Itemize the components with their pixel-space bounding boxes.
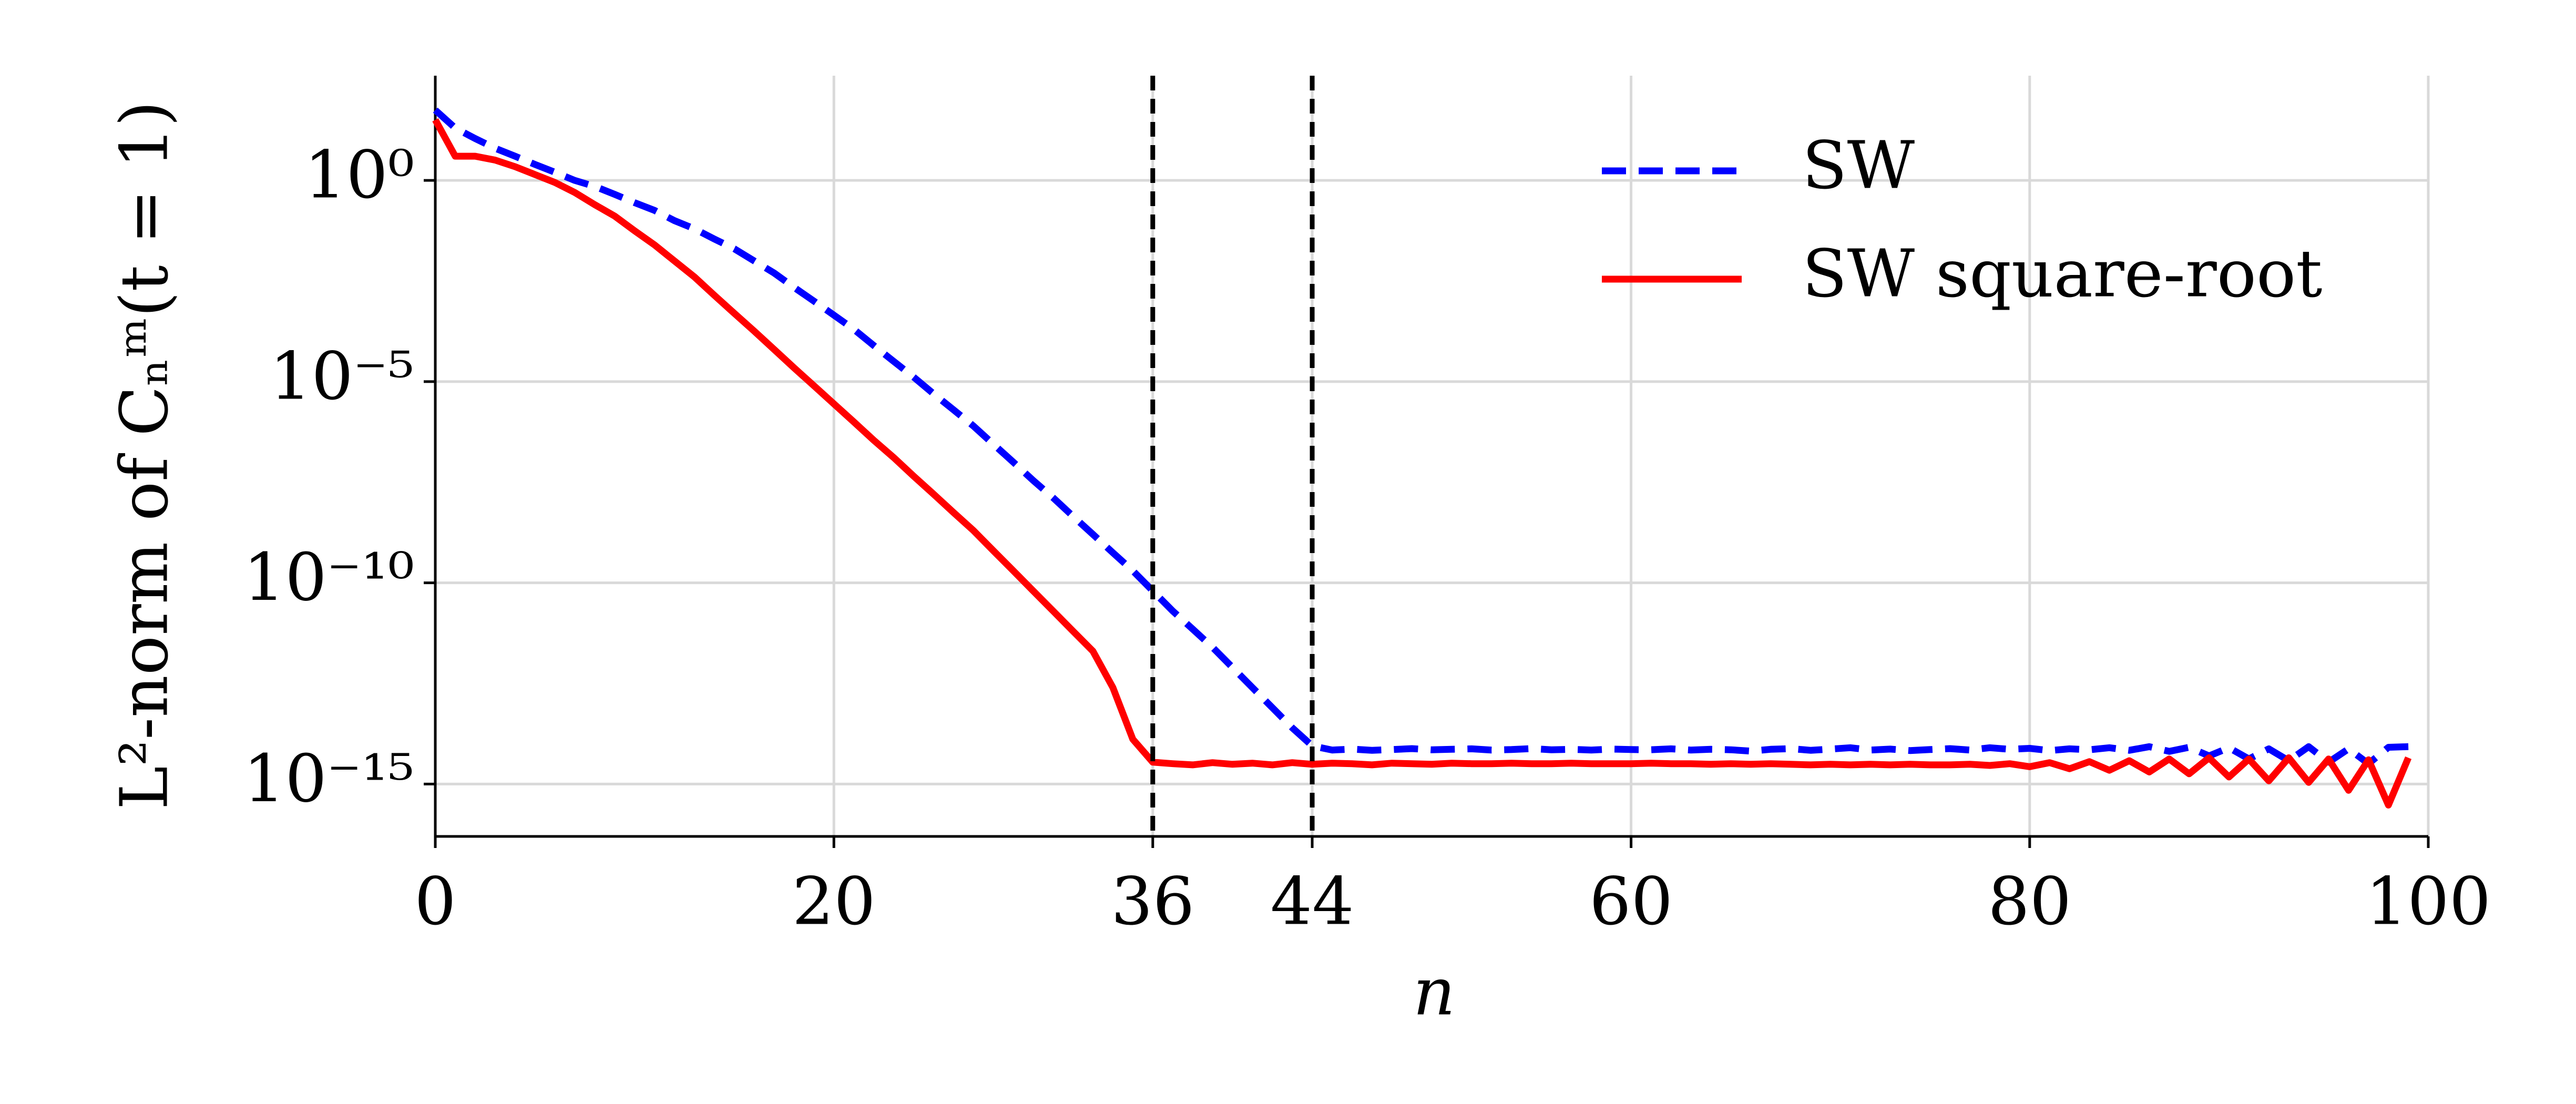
- y-tick-label: 10⁰: [304, 137, 414, 213]
- x-tick-label: 20: [792, 864, 876, 940]
- y-tick-label: 10⁻¹⁰: [243, 539, 414, 616]
- x-tick-label: 44: [1271, 864, 1354, 940]
- x-tick-label: 80: [1988, 864, 2071, 940]
- y-tick-label: 10⁻⁵: [270, 338, 414, 414]
- x-axis-label: n: [1413, 954, 1456, 1030]
- x-tick-label: 60: [1589, 864, 1673, 940]
- x-tick-label: 100: [2366, 864, 2491, 940]
- series-line: [432, 118, 2412, 809]
- x-tick-label: 36: [1111, 864, 1194, 940]
- y-tick-label: 10⁻¹⁵: [243, 741, 414, 817]
- y-axis-label: L²-norm of Cₙᵐ(t = 1): [107, 101, 183, 810]
- x-tick-label: 0: [414, 864, 456, 940]
- legend-label: SW: [1802, 128, 1915, 204]
- legend-label: SW square-root: [1802, 236, 2323, 312]
- series-line: [433, 107, 2409, 768]
